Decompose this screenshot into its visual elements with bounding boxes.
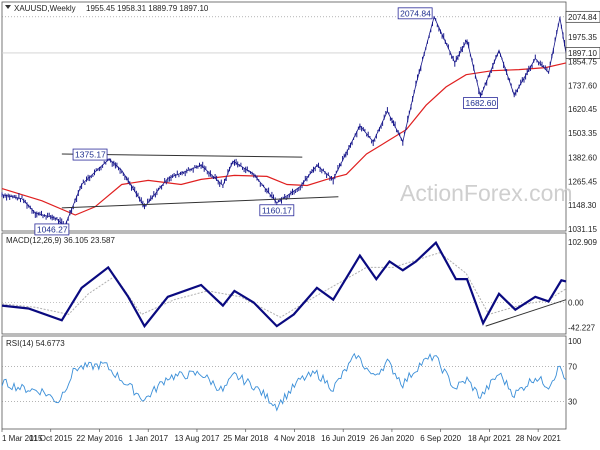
x-axis-tick-label: 1 Jan 2017 — [128, 434, 168, 443]
watermark: ActionForex.com — [400, 180, 573, 206]
price-axis-tick: 1031.15 — [568, 225, 597, 234]
x-axis-tick-label: 11 Oct 2015 — [29, 434, 73, 443]
x-axis-tick-label: 13 Aug 2017 — [174, 434, 219, 443]
macd-trendline — [485, 299, 567, 327]
x-axis-tick-label: 28 Nov 2021 — [515, 434, 561, 443]
price-axis-marker-box — [565, 47, 600, 59]
collapse-triangle-icon — [5, 5, 11, 9]
price-line — [1, 15, 567, 227]
price-axis-tick: 1148.30 — [568, 201, 597, 210]
macd-layer — [1, 240, 567, 329]
x-axis-tick-label: 26 Jan 2020 — [370, 434, 415, 443]
moving-average-line — [1, 62, 567, 216]
price-axis-tick: 1382.60 — [568, 154, 597, 163]
symbol-title: XAUUSD,Weekly — [14, 4, 76, 13]
x-axis-tick-label: 4 Nov 2018 — [274, 434, 315, 443]
price-series-layer — [1, 15, 567, 227]
moving-average-layer — [1, 62, 567, 216]
annotation-box — [34, 223, 70, 236]
rsi-line — [1, 352, 567, 412]
rsi-panel-frame — [1, 335, 567, 430]
macd-axis-tick: 0.00 — [568, 299, 584, 308]
annotation-label: 1160.17 — [262, 205, 292, 215]
x-axis-tick-label: 1 Mar 2015 — [2, 434, 43, 443]
price-axis-tick: 1854.75 — [568, 58, 597, 67]
grid-layer — [2, 16, 566, 402]
macd-axis-tick: 102.909 — [568, 238, 597, 247]
annotation-box — [397, 7, 433, 20]
price-axis-tick: 1503.35 — [568, 129, 597, 138]
annotation-label: 1046.27 — [37, 224, 68, 234]
rsi-title: RSI(14) 54.6773 — [6, 339, 65, 348]
price-annotations-layer: 2074.84 1375.17 1160.17 1046.27 1682.60 — [34, 7, 498, 236]
price-axis-tick: 1975.35 — [568, 33, 597, 42]
price-axis-tick: 1620.45 — [568, 105, 597, 114]
annotation-label: 2074.84 — [400, 8, 431, 18]
x-axis-tick-label: 16 Jun 2019 — [321, 434, 366, 443]
macd-panel-frame — [1, 232, 567, 335]
x-axis-tick-label: 18 Apr 2021 — [468, 434, 512, 443]
price-axis-tick: 2074.84 — [568, 13, 597, 22]
x-axis-tick-label: 6 Sep 2020 — [420, 434, 461, 443]
annotation-label: 1375.17 — [75, 150, 106, 160]
x-axis-tick-label: 22 May 2016 — [76, 434, 123, 443]
price-trendline — [61, 196, 339, 209]
price-axis-tick: 1897.10 — [568, 49, 597, 58]
annotation-box — [72, 148, 108, 161]
macd-title: MACD(12,26,9) 36.105 23.587 — [6, 236, 116, 245]
x-axis-tick-label: 25 Mar 2018 — [223, 434, 268, 443]
macd-line — [1, 240, 567, 329]
rsi-axis-tick: 30 — [568, 398, 577, 407]
price-axis-marker-box — [565, 10, 600, 23]
price-title: XAUUSD,Weekly 1955.45 1958.31 1889.79 18… — [14, 4, 209, 13]
annotation-label: 1682.60 — [465, 98, 496, 108]
macd-axis-tick: -42.227 — [568, 323, 596, 332]
rsi-layer — [1, 352, 567, 412]
annotation-box — [259, 204, 295, 217]
price-axis-tick: 1265.45 — [568, 177, 597, 186]
price-axis-tick: 1737.60 — [568, 81, 597, 90]
price-panel-frame — [1, 1, 567, 232]
rsi-axis-tick: 100 — [568, 337, 582, 346]
rsi-axis-tick: 70 — [568, 362, 577, 371]
ohlc-values: 1955.45 1958.31 1889.79 1897.10 — [86, 4, 209, 13]
annotation-box — [463, 97, 498, 109]
